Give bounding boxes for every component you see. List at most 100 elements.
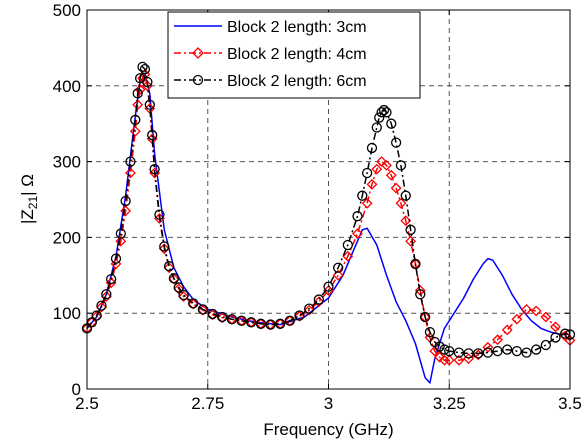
data-point-6cm xyxy=(139,63,151,75)
data-point-4cm xyxy=(352,228,363,240)
data-point-6cm xyxy=(178,289,189,301)
data-point-6cm xyxy=(106,273,117,285)
data-point-6cm xyxy=(521,347,532,358)
data-point-6cm xyxy=(120,195,131,207)
data-point-6cm xyxy=(378,104,390,116)
data-point-6cm xyxy=(188,298,199,309)
data-point-4cm xyxy=(521,303,532,315)
data-point-6cm xyxy=(147,129,158,141)
legend-marker-4cm xyxy=(192,47,204,59)
y-tick-label: 200 xyxy=(53,228,81,247)
legend-label-6cm: Block 2 length: 6cm xyxy=(227,73,367,90)
data-point-6cm xyxy=(275,318,286,329)
data-point-6cm xyxy=(207,308,218,320)
data-point-6cm xyxy=(424,326,436,338)
data-point-6cm xyxy=(492,345,503,357)
data-point-4cm xyxy=(178,291,190,302)
data-point-4cm xyxy=(385,169,397,181)
data-point-4cm xyxy=(129,125,141,137)
data-point-4cm xyxy=(429,345,441,357)
data-point-6cm xyxy=(371,122,382,133)
data-point-6cm xyxy=(246,317,257,328)
data-point-6cm xyxy=(265,319,276,330)
data-point-6cm xyxy=(159,241,170,252)
data-point-4cm xyxy=(390,182,402,194)
data-point-4cm xyxy=(443,354,455,366)
data-point-4cm xyxy=(168,273,180,285)
data-point-6cm xyxy=(410,258,421,270)
data-point-6cm xyxy=(149,164,160,175)
data-point-6cm xyxy=(125,156,136,167)
data-point-6cm xyxy=(110,253,122,264)
data-point-4cm xyxy=(313,296,325,308)
legend-label-4cm: Block 2 length: 4cm xyxy=(227,46,367,63)
data-point-6cm xyxy=(154,209,165,220)
data-point-6cm xyxy=(255,318,267,329)
data-point-4cm xyxy=(395,197,407,209)
data-point-4cm xyxy=(134,84,146,96)
data-point-6cm xyxy=(473,348,484,359)
data-point-6cm xyxy=(444,345,455,357)
legend-entry-3cm: Block 2 length: 3cm xyxy=(174,19,367,36)
data-point-6cm xyxy=(550,332,561,343)
data-point-4cm xyxy=(96,301,107,313)
legend-label-3cm: Block 2 length: 3cm xyxy=(227,19,367,36)
legend-entry-6cm: Block 2 length: 6cm xyxy=(174,73,367,90)
x-tick-label: 3 xyxy=(324,394,333,413)
data-point-4cm xyxy=(400,215,412,227)
plot-area xyxy=(81,61,576,384)
data-point-4cm xyxy=(540,311,552,323)
data-point-6cm xyxy=(137,61,148,72)
data-point-6cm xyxy=(342,239,353,251)
data-point-4cm xyxy=(381,159,392,171)
data-point-6cm xyxy=(439,344,450,355)
data-point-6cm xyxy=(352,211,363,222)
data-point-6cm xyxy=(540,339,551,351)
data-point-6cm xyxy=(323,281,334,292)
data-point-4cm xyxy=(492,334,503,346)
data-point-4cm xyxy=(530,305,542,317)
x-tick-label: 3.25 xyxy=(433,394,466,413)
data-point-6cm xyxy=(400,190,411,201)
x-tick-label: 2.75 xyxy=(191,394,224,413)
data-point-4cm xyxy=(197,304,209,316)
data-point-6cm xyxy=(390,137,402,148)
data-point-4cm xyxy=(141,80,153,92)
data-point-6cm xyxy=(374,112,385,123)
series-line-4cm xyxy=(86,73,571,361)
data-point-4cm xyxy=(105,277,117,289)
y-tick-label: 500 xyxy=(53,1,81,20)
data-point-6cm xyxy=(502,344,513,355)
x-axis-label: Frequency (GHz) xyxy=(263,420,393,439)
data-point-4cm xyxy=(439,354,450,366)
legend-entry-4cm: Block 2 length: 4cm xyxy=(174,46,367,63)
y-tick-label: 100 xyxy=(53,304,81,323)
data-point-6cm xyxy=(376,107,387,118)
data-point-6cm xyxy=(511,345,523,357)
data-point-4cm xyxy=(154,213,165,224)
data-point-4cm xyxy=(434,351,446,363)
y-tick-label: 400 xyxy=(53,77,81,96)
data-point-6cm xyxy=(395,160,407,171)
x-tick-label: 2.5 xyxy=(75,394,99,413)
data-point-4cm xyxy=(405,235,417,247)
data-point-6cm xyxy=(482,347,494,358)
data-point-4cm xyxy=(501,324,513,336)
data-point-4cm xyxy=(100,291,112,302)
data-point-6cm xyxy=(101,289,112,300)
data-point-4cm xyxy=(376,156,388,168)
data-point-4cm xyxy=(158,243,170,255)
data-point-4cm xyxy=(149,167,161,179)
data-point-6cm xyxy=(163,261,175,272)
y-tick-label: 300 xyxy=(53,153,81,172)
x-tick-label: 3.5 xyxy=(558,394,582,413)
legend: Block 2 length: 3cm Block 2 length: 4cm … xyxy=(167,11,421,99)
data-point-6cm xyxy=(463,348,474,359)
data-point-4cm xyxy=(303,304,315,316)
data-point-4cm xyxy=(342,250,354,262)
data-point-4cm xyxy=(115,235,127,247)
data-point-6cm xyxy=(115,228,126,239)
data-point-6cm xyxy=(236,315,247,326)
data-point-6cm xyxy=(226,314,238,325)
